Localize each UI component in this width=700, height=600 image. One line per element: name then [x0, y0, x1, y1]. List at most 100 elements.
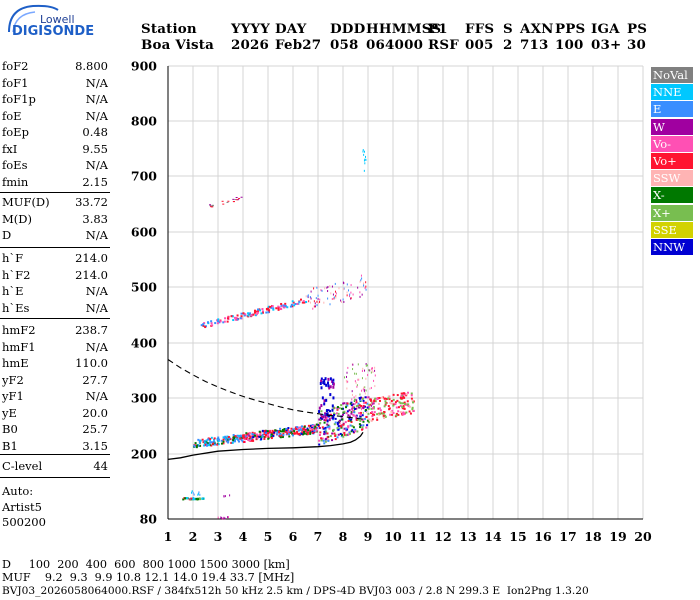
echo-spread-f [357, 406, 360, 409]
param-row-group4-5: yE 20.0 [2, 405, 108, 421]
echo-spread-f-high [407, 405, 410, 408]
echo-main-trace [227, 440, 230, 443]
echo-main-trace [317, 423, 320, 426]
param-name: h`E [2, 284, 24, 298]
param-value: 214.0 [75, 251, 108, 265]
echo-main-trace [240, 439, 243, 442]
echo-main-trace [300, 425, 303, 428]
echo-spread-f-high [383, 411, 386, 414]
echo-main-trace [286, 432, 289, 435]
echo-main-trace [197, 438, 200, 441]
echo-main-trace [270, 437, 273, 440]
echo-main-trace [279, 436, 282, 439]
echo-spread-f [337, 412, 340, 415]
echo-stray [364, 158, 366, 161]
echo-spread-top [365, 362, 367, 365]
echo-spread-top [370, 371, 372, 374]
echo-second-hop [283, 306, 286, 309]
footer-muf-row: MUF 9.2 9.3 9.9 10.8 12.1 14.0 19.4 33.7… [2, 571, 295, 584]
echo-spread-f [334, 433, 337, 436]
echo-second-hop [298, 300, 301, 303]
y-tick-label: 400 [131, 336, 157, 351]
echo-spread-f [355, 407, 358, 410]
echo-spread-f-high [388, 398, 391, 401]
echo-spread-f [333, 432, 336, 435]
echo-spread-top [365, 389, 367, 392]
echo-spread-f [343, 433, 346, 436]
echo-main-trace [285, 429, 288, 432]
param-row-group1-4: foEp 0.48 [2, 124, 108, 140]
echo-spread-f [358, 403, 361, 406]
echo-spread-f [353, 411, 356, 414]
echo-blue-band [328, 386, 331, 390]
param-value: N/A [85, 389, 108, 403]
footer-file-info: BVJ03_2026058064000.RSF / 384fx512h 50 k… [2, 585, 589, 597]
echo-main-trace [279, 433, 282, 436]
echo-spread-top [356, 385, 358, 388]
echo-spread-f [329, 435, 332, 438]
echo-second-hop [303, 301, 306, 304]
echo-spread-f-high [400, 395, 403, 398]
echo-main-trace [232, 436, 235, 439]
echo-blue-band [331, 408, 334, 412]
echo-second-hop [261, 311, 264, 314]
echo-main-trace [295, 427, 298, 430]
echo-main-trace [258, 435, 261, 438]
echo-main-trace [246, 438, 249, 441]
echo-main-trace [198, 441, 201, 444]
echo-main-trace [315, 427, 318, 430]
echo-spread-f [337, 425, 340, 428]
echo-second-hop [323, 301, 325, 304]
echo-spread-f [326, 415, 329, 418]
echo-third-hop [221, 200, 224, 202]
echo-main-trace [315, 423, 318, 426]
echo-second-hop [226, 317, 229, 320]
param-value: N/A [85, 75, 108, 90]
echo-spread-f [338, 420, 341, 423]
echo-spread-f [342, 407, 345, 410]
echo-low [184, 497, 187, 500]
echo-second-hop [317, 302, 319, 305]
echo-spread-top [351, 407, 353, 410]
echo-main-trace [315, 429, 318, 432]
echo-second-hop [346, 294, 348, 297]
echo-main-trace [299, 426, 302, 429]
echo-spread-f [355, 417, 358, 420]
echo-spread-f [332, 428, 335, 431]
auto-scaling-line: Auto: [2, 484, 34, 498]
echo-spread-f [345, 434, 348, 437]
echo-main-trace [270, 431, 273, 434]
echo-second-hop [252, 313, 255, 316]
echo-spread-f-high [394, 403, 397, 406]
echo-spread-f-high [399, 402, 402, 405]
echo-main-trace [224, 435, 227, 438]
echo-third-hop [226, 201, 229, 203]
echo-main-trace [226, 435, 229, 438]
param-separator [0, 192, 110, 193]
echo-spread-f [340, 426, 343, 429]
echo-blue-band [329, 393, 332, 397]
param-name: M(D) [2, 211, 32, 226]
echo-spread-f-high [403, 413, 406, 416]
echo-low [190, 491, 192, 494]
echo-main-trace [238, 434, 241, 437]
echo-spread-f [334, 438, 337, 441]
echo-blue-band [326, 381, 329, 385]
echo-spread-f [321, 415, 324, 418]
echo-second-hop [210, 322, 213, 325]
echo-spread-f-high [379, 409, 382, 412]
echo-spread-f-high [384, 414, 387, 417]
echo-spread-f [328, 425, 331, 428]
echo-spread-f [347, 419, 350, 422]
echo-spread-top [373, 402, 375, 405]
electron-density-profile-curve [167, 431, 364, 461]
echo-main-trace [237, 439, 240, 442]
echo-main-trace [263, 429, 266, 432]
echo-second-hop [365, 281, 367, 284]
echo-second-hop [359, 280, 361, 283]
echo-spread-top [362, 411, 364, 414]
echo-low [220, 516, 222, 519]
echo-main-trace [253, 435, 256, 438]
echo-spread-f [334, 434, 337, 437]
echo-blue-band [327, 377, 330, 381]
